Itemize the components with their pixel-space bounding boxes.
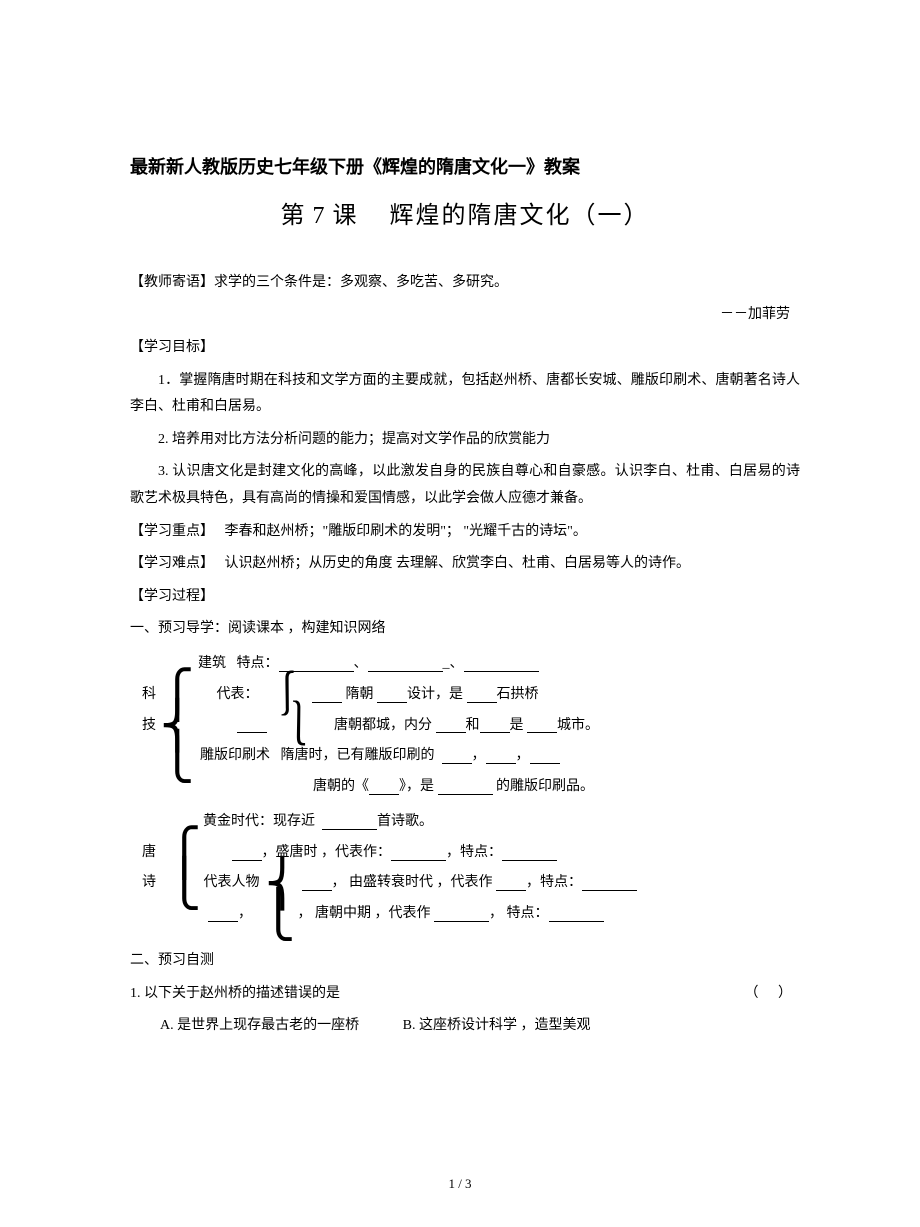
page: 最新新人教版历史七年级下册《辉煌的隋唐文化一》教案 第 7 课 辉煌的隋唐文化（… xyxy=(0,0,920,1227)
blank[interactable] xyxy=(467,688,497,703)
outline-tech: 建筑 特点： 、 _、 科 ⎧ 代表： ⎰ 隋朝 设计，是 石拱桥 技 ⎨ xyxy=(140,649,800,803)
blank[interactable] xyxy=(582,876,637,891)
difficulty: 【学习难点】 认识赵州桥；从历史的角度 去理解、欣赏李白、杜甫、白居易等人的诗作… xyxy=(130,551,800,578)
keypoint: 【学习重点】 李春和赵州桥；"雕版印刷术的发明"； "光耀千古的诗坛"。 xyxy=(130,519,800,546)
q1-paren[interactable]: （ ） xyxy=(745,981,801,1008)
lesson-number: 第 7 课 xyxy=(281,203,358,229)
teacher-msg-text: 求学的三个条件是：多观察、多吃苦、多研究。 xyxy=(214,275,508,290)
rep-label: 代表人物 xyxy=(204,868,260,899)
brace-icon: ⎩ xyxy=(165,870,204,898)
keypoint-text: 李春和赵州桥；"雕版印刷术的发明"； "光耀千古的诗坛"。 xyxy=(225,524,587,539)
q1-option-b[interactable]: B. 这座桥设计科学 ，造型美观 xyxy=(403,1013,591,1040)
arch-feature-row: 建筑 特点： 、 _、 xyxy=(140,649,800,680)
print-row-1: ⎩ 雕版印刷术 隋唐时，已有雕版印刷的 ， ， xyxy=(140,741,800,772)
question-1: 1. 以下关于赵州桥的描述错误的是 （ ） xyxy=(130,981,800,1008)
blank[interactable] xyxy=(208,907,238,922)
poet-row-1: 唐 ⎧ ，盛唐时 ，代表作： ，特点： xyxy=(140,838,800,869)
blank[interactable] xyxy=(436,718,466,733)
print-label: 雕版印刷术 xyxy=(200,741,270,772)
blank[interactable] xyxy=(527,718,557,733)
print-row-2: 唐朝的《 》，是 的雕版印刷品。 xyxy=(140,772,800,803)
doc-title: 最新新人教版历史七年级下册《辉煌的隋唐文化一》教案 xyxy=(130,150,800,184)
tech-label-2: 技 xyxy=(140,711,158,742)
poet-row-2: 诗 ⎩ 代表人物 ⎨ ， 由盛转衰时代 ，代表作 ，特点： xyxy=(140,868,800,899)
blank[interactable] xyxy=(302,876,332,891)
blank[interactable] xyxy=(237,718,267,733)
outline-poem: 黄金时代：现存近 首诗歌。 唐 ⎧ ，盛唐时 ，代表作： ，特点： 诗 ⎩ 代表… xyxy=(140,807,800,930)
blank[interactable] xyxy=(549,907,604,922)
teacher-message: 【教师寄语】求学的三个条件是：多观察、多吃苦、多研究。 xyxy=(130,270,800,297)
blank[interactable] xyxy=(502,846,557,861)
preview-label: 一、预习导学：阅读课本 ，构建知识网络 xyxy=(130,616,800,643)
selftest-label: 二、预习自测 xyxy=(130,948,800,975)
blank[interactable] xyxy=(442,749,472,764)
process-label: 【学习过程】 xyxy=(130,584,800,611)
blank[interactable] xyxy=(232,846,262,861)
poem-gold-row: 黄金时代：现存近 首诗歌。 xyxy=(140,807,800,838)
poem-label-2: 诗 xyxy=(140,868,158,899)
goal-1: 1．掌握隋唐时期在科技和文学方面的主要成就，包括赵州桥、唐都长安城、雕版印刷术、… xyxy=(130,368,800,421)
city-row: 技 ⎨ ⎱ 唐朝都城，内分 和 是 城市。 xyxy=(140,711,800,742)
q1-stem: 1. 以下关于赵州桥的描述错误的是 xyxy=(130,981,340,1008)
blank[interactable] xyxy=(322,815,377,830)
blank[interactable] xyxy=(434,907,489,922)
lesson-name: 辉煌的隋唐文化（一） xyxy=(390,203,650,229)
blank[interactable] xyxy=(480,718,510,733)
goal-3: 3. 认识唐文化是封建文化的高峰，以此激发自身的民族自尊心和自豪感。认识李白、杜… xyxy=(130,459,800,512)
blank[interactable] xyxy=(377,688,407,703)
arch-rep-row: 科 ⎧ 代表： ⎰ 隋朝 设计，是 石拱桥 xyxy=(140,680,800,711)
keypoint-label: 【学习重点】 xyxy=(130,524,214,539)
blank[interactable] xyxy=(496,876,526,891)
goal-2: 2. 培养用对比方法分析问题的能力；提高对文学作品的欣赏能力 xyxy=(130,427,800,454)
blank[interactable] xyxy=(530,749,560,764)
blank[interactable] xyxy=(368,657,443,672)
blank[interactable] xyxy=(464,657,539,672)
goals-label: 【学习目标】 xyxy=(130,335,800,362)
blank[interactable] xyxy=(391,846,446,861)
brace-icon: ⎱ xyxy=(274,712,324,740)
page-number: 1 / 3 xyxy=(0,1172,920,1197)
blank[interactable] xyxy=(438,780,493,795)
teacher-msg-author: －－加菲劳 xyxy=(130,302,800,329)
teacher-msg-label: 【教师寄语】 xyxy=(130,275,214,290)
difficulty-label: 【学习难点】 xyxy=(130,556,214,571)
poem-label-1: 唐 xyxy=(140,838,158,869)
blank[interactable] xyxy=(486,749,516,764)
brace-icon: ⎩ xyxy=(259,901,298,929)
blank[interactable] xyxy=(369,780,399,795)
brace-icon: ⎩ xyxy=(158,743,197,771)
q1-option-a[interactable]: A. 是世界上现存最古老的一座桥 xyxy=(160,1013,359,1040)
difficulty-text: 认识赵州桥；从历史的角度 去理解、欣赏李白、杜甫、白居易等人的诗作。 xyxy=(225,556,691,571)
arch-label: 建筑 xyxy=(198,649,226,680)
lesson-title: 第 7 课 辉煌的隋唐文化（一） xyxy=(130,194,800,240)
poet-row-3: ， ⎩ ， 唐朝中期 ，代表作 ， 特点： xyxy=(140,899,800,930)
arch-rep: 代表： xyxy=(217,680,259,711)
q1-options: A. 是世界上现存最古老的一座桥 B. 这座桥设计科学 ，造型美观 xyxy=(130,1013,800,1040)
tech-label-1: 科 xyxy=(140,680,158,711)
